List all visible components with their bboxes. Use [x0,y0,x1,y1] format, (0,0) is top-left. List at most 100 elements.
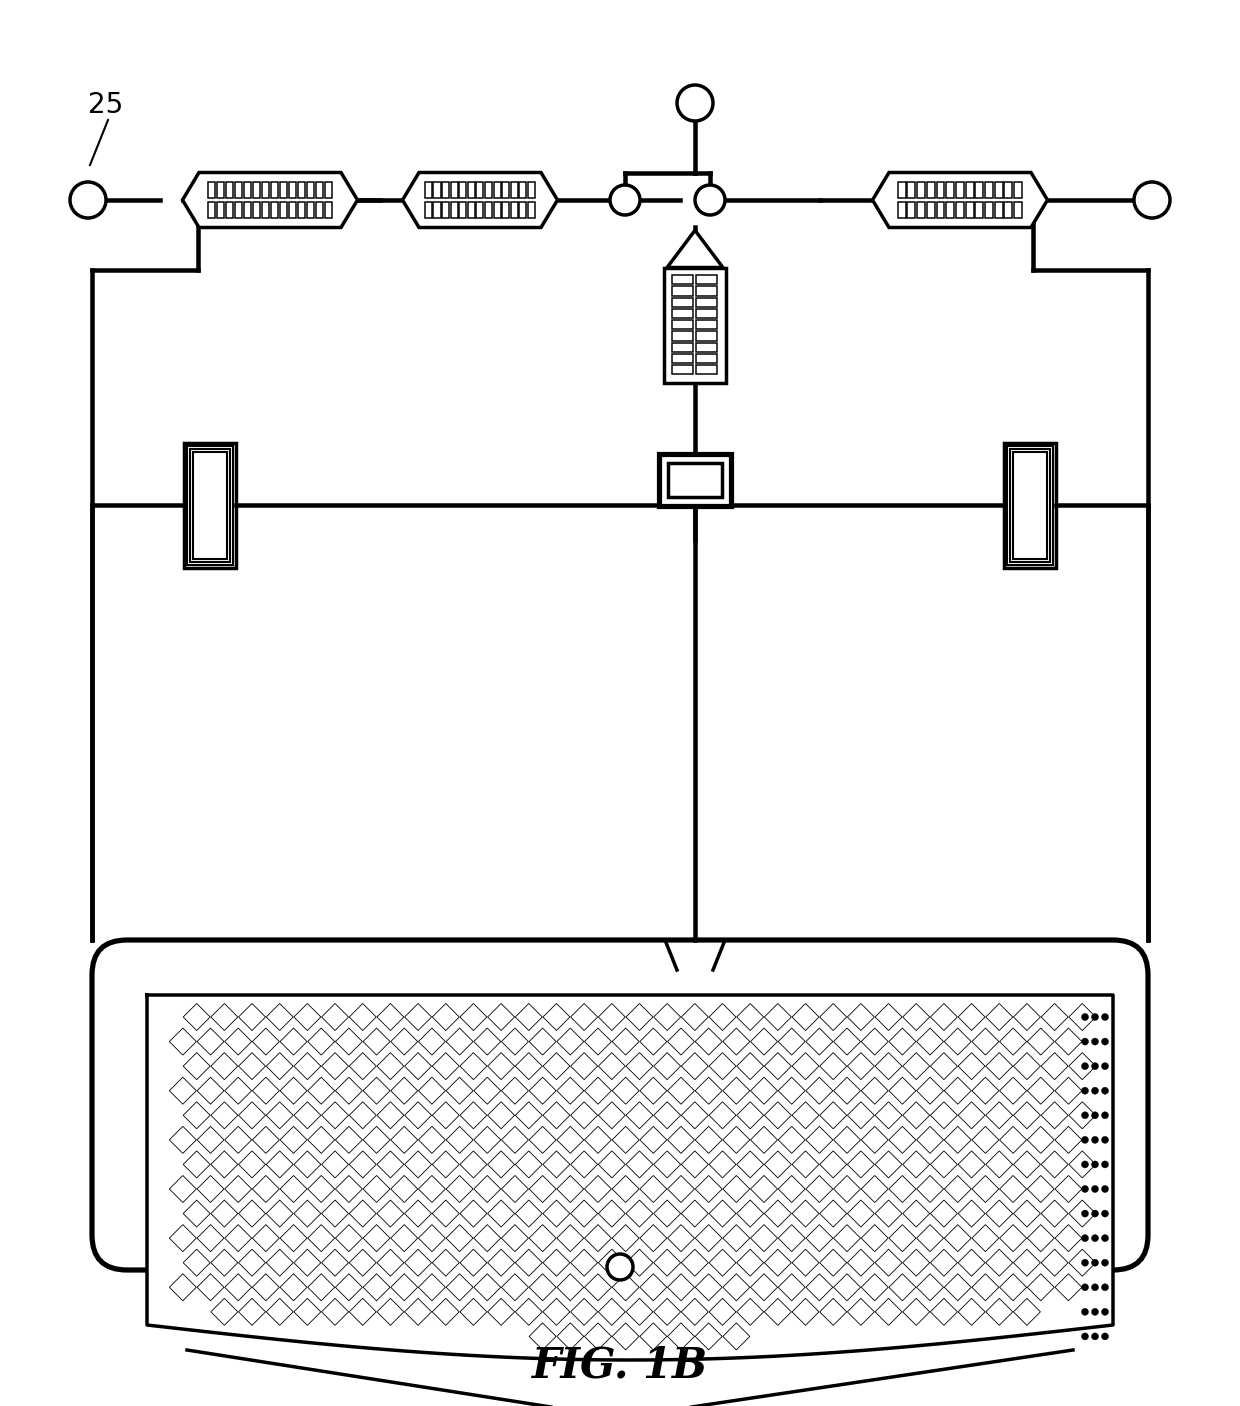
Polygon shape [709,1152,737,1178]
Polygon shape [847,1201,874,1227]
Polygon shape [903,1053,930,1080]
Bar [1014,181,1022,198]
Polygon shape [487,1102,515,1129]
Polygon shape [474,1028,501,1054]
Circle shape [1101,1185,1109,1192]
Polygon shape [806,1175,833,1202]
Polygon shape [640,1225,667,1251]
Polygon shape [224,1126,252,1153]
Bar [994,201,1003,218]
Polygon shape [696,1126,722,1153]
Polygon shape [557,1274,584,1301]
Polygon shape [1042,1249,1068,1277]
Polygon shape [944,1077,971,1104]
Bar [476,181,484,198]
Bar [208,201,215,218]
Polygon shape [1042,1152,1068,1178]
Polygon shape [460,1053,487,1080]
Polygon shape [681,1152,708,1178]
Polygon shape [598,1102,625,1129]
Polygon shape [1027,1274,1054,1301]
Polygon shape [999,1225,1027,1251]
Polygon shape [613,1028,639,1054]
Polygon shape [930,1201,957,1227]
Polygon shape [543,1298,570,1326]
Polygon shape [1055,1274,1083,1301]
Circle shape [1101,1087,1109,1094]
Polygon shape [709,1298,737,1326]
Polygon shape [529,1126,556,1153]
Bar [502,201,510,218]
Bar [976,181,983,198]
Bar [898,201,905,218]
Polygon shape [1055,1225,1083,1251]
Polygon shape [294,1152,321,1178]
Bar [672,343,693,352]
Polygon shape [501,1175,528,1202]
Circle shape [1091,1309,1099,1316]
Polygon shape [211,1201,238,1227]
Polygon shape [640,1323,667,1350]
Polygon shape [916,1274,944,1301]
Polygon shape [280,1175,308,1202]
Polygon shape [598,1298,625,1326]
Circle shape [1081,1112,1089,1119]
Polygon shape [211,1004,238,1031]
Polygon shape [391,1175,418,1202]
Polygon shape [404,1249,432,1277]
Circle shape [608,1254,632,1279]
Polygon shape [723,1225,750,1251]
Polygon shape [792,1102,820,1129]
Polygon shape [806,1225,833,1251]
Polygon shape [184,1201,210,1227]
Polygon shape [446,1274,474,1301]
Polygon shape [516,1102,542,1129]
Bar [918,201,925,218]
Bar [528,201,534,218]
Bar [306,181,314,198]
Polygon shape [709,1102,737,1129]
Circle shape [1101,1063,1109,1070]
Bar [668,463,722,496]
Polygon shape [875,1152,901,1178]
Bar [663,267,725,382]
Circle shape [1081,1063,1089,1070]
Polygon shape [792,1152,820,1178]
Circle shape [1081,1136,1089,1143]
Polygon shape [640,1028,667,1054]
Polygon shape [184,1249,210,1277]
Bar [697,366,717,374]
Polygon shape [916,1175,944,1202]
Bar [926,201,935,218]
Polygon shape [377,1298,404,1326]
Polygon shape [321,1249,348,1277]
Polygon shape [820,1053,847,1080]
Bar [425,181,432,198]
Polygon shape [391,1225,418,1251]
Polygon shape [653,1053,681,1080]
Polygon shape [253,1274,279,1301]
Polygon shape [267,1152,293,1178]
Polygon shape [363,1225,391,1251]
Bar [926,181,935,198]
Bar [1004,443,1056,568]
Polygon shape [197,1126,224,1153]
Polygon shape [197,1175,224,1202]
Polygon shape [197,1028,224,1054]
Polygon shape [267,1201,293,1227]
Polygon shape [211,1152,238,1178]
Polygon shape [737,1201,764,1227]
Polygon shape [806,1274,833,1301]
Polygon shape [999,1126,1027,1153]
Text: FIG. 1B: FIG. 1B [532,1344,708,1386]
Bar [467,201,475,218]
Circle shape [1081,1211,1089,1218]
Bar [918,181,925,198]
Bar [494,201,501,218]
Bar [316,201,324,218]
Polygon shape [875,1201,901,1227]
Polygon shape [253,1225,279,1251]
Bar [184,443,236,568]
Polygon shape [224,1028,252,1054]
Polygon shape [709,1249,737,1277]
